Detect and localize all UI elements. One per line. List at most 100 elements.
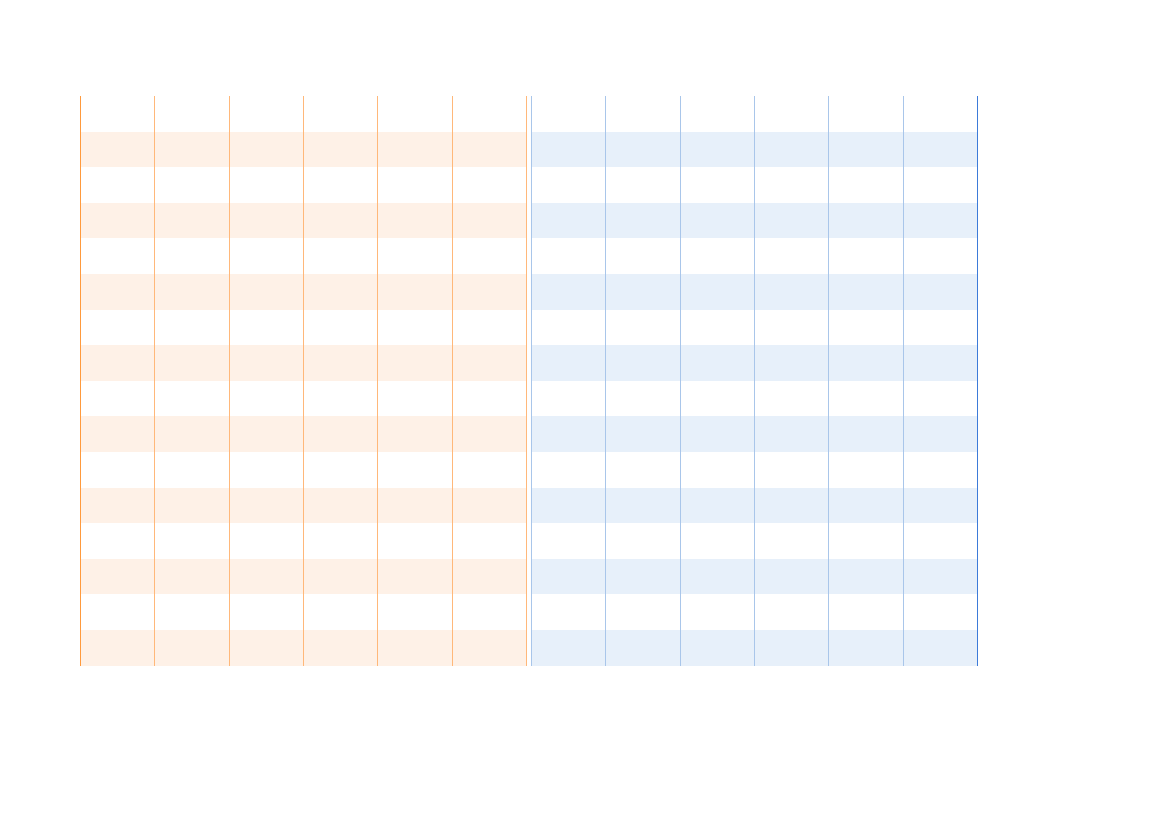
- table-cell[interactable]: [452, 381, 526, 417]
- table-cell[interactable]: [903, 238, 977, 274]
- table-cell[interactable]: [303, 132, 377, 168]
- table-cell[interactable]: [680, 310, 754, 346]
- table-cell[interactable]: [452, 203, 526, 239]
- table-cell[interactable]: [155, 559, 229, 595]
- table-cell[interactable]: [754, 559, 828, 595]
- table-cell[interactable]: [229, 488, 303, 524]
- table-cell[interactable]: [606, 238, 680, 274]
- table-cell[interactable]: [81, 381, 155, 417]
- table-cell[interactable]: [303, 381, 377, 417]
- table-cell[interactable]: [155, 452, 229, 488]
- table-cell[interactable]: [680, 345, 754, 381]
- table-cell[interactable]: [303, 523, 377, 559]
- table-cell[interactable]: [81, 452, 155, 488]
- table-cell[interactable]: [81, 594, 155, 630]
- table-cell[interactable]: [903, 452, 977, 488]
- table-cell[interactable]: [829, 594, 903, 630]
- table-cell[interactable]: [229, 203, 303, 239]
- table-cell[interactable]: [754, 594, 828, 630]
- table-cell[interactable]: [378, 238, 452, 274]
- table-cell[interactable]: [81, 630, 155, 666]
- table-cell[interactable]: [680, 488, 754, 524]
- table-cell[interactable]: [155, 488, 229, 524]
- table-cell[interactable]: [229, 559, 303, 595]
- table-cell[interactable]: [531, 559, 605, 595]
- table-cell[interactable]: [531, 96, 605, 132]
- table-cell[interactable]: [303, 96, 377, 132]
- table-cell[interactable]: [531, 452, 605, 488]
- table-cell[interactable]: [452, 310, 526, 346]
- table-cell[interactable]: [303, 310, 377, 346]
- table-cell[interactable]: [531, 310, 605, 346]
- table-cell[interactable]: [378, 345, 452, 381]
- table-cell[interactable]: [680, 96, 754, 132]
- table-cell[interactable]: [155, 167, 229, 203]
- table-cell[interactable]: [606, 345, 680, 381]
- table-cell[interactable]: [229, 132, 303, 168]
- table-cell[interactable]: [155, 416, 229, 452]
- table-cell[interactable]: [378, 203, 452, 239]
- table-cell[interactable]: [303, 488, 377, 524]
- table-cell[interactable]: [754, 274, 828, 310]
- table-cell[interactable]: [829, 167, 903, 203]
- table-cell[interactable]: [754, 96, 828, 132]
- table-cell[interactable]: [452, 238, 526, 274]
- table-cell[interactable]: [680, 523, 754, 559]
- table-cell[interactable]: [829, 310, 903, 346]
- table-cell[interactable]: [303, 416, 377, 452]
- table-cell[interactable]: [829, 630, 903, 666]
- table-cell[interactable]: [531, 132, 605, 168]
- table-cell[interactable]: [903, 345, 977, 381]
- table-cell[interactable]: [452, 630, 526, 666]
- table-cell[interactable]: [829, 132, 903, 168]
- table-cell[interactable]: [606, 488, 680, 524]
- table-cell[interactable]: [81, 416, 155, 452]
- table-cell[interactable]: [531, 630, 605, 666]
- table-cell[interactable]: [531, 381, 605, 417]
- table-cell[interactable]: [903, 274, 977, 310]
- table-cell[interactable]: [606, 559, 680, 595]
- table-cell[interactable]: [303, 345, 377, 381]
- table-cell[interactable]: [452, 167, 526, 203]
- table-cell[interactable]: [606, 203, 680, 239]
- table-cell[interactable]: [754, 523, 828, 559]
- table-cell[interactable]: [531, 345, 605, 381]
- table-cell[interactable]: [229, 594, 303, 630]
- table-cell[interactable]: [378, 452, 452, 488]
- table-cell[interactable]: [680, 416, 754, 452]
- table-cell[interactable]: [829, 559, 903, 595]
- table-cell[interactable]: [680, 559, 754, 595]
- table-cell[interactable]: [829, 203, 903, 239]
- table-cell[interactable]: [903, 594, 977, 630]
- table-cell[interactable]: [754, 345, 828, 381]
- table-cell[interactable]: [452, 523, 526, 559]
- table-cell[interactable]: [903, 310, 977, 346]
- table-cell[interactable]: [378, 416, 452, 452]
- table-cell[interactable]: [155, 630, 229, 666]
- table-cell[interactable]: [829, 274, 903, 310]
- table-cell[interactable]: [229, 345, 303, 381]
- table-cell[interactable]: [903, 488, 977, 524]
- table-cell[interactable]: [829, 416, 903, 452]
- table-cell[interactable]: [155, 594, 229, 630]
- table-cell[interactable]: [903, 96, 977, 132]
- table-cell[interactable]: [754, 381, 828, 417]
- table-cell[interactable]: [754, 203, 828, 239]
- table-cell[interactable]: [829, 238, 903, 274]
- table-cell[interactable]: [531, 167, 605, 203]
- table-cell[interactable]: [903, 523, 977, 559]
- table-cell[interactable]: [155, 381, 229, 417]
- table-cell[interactable]: [903, 381, 977, 417]
- table-cell[interactable]: [303, 167, 377, 203]
- table-cell[interactable]: [606, 132, 680, 168]
- table-cell[interactable]: [531, 274, 605, 310]
- table-cell[interactable]: [303, 238, 377, 274]
- table-cell[interactable]: [81, 274, 155, 310]
- table-cell[interactable]: [229, 416, 303, 452]
- table-cell[interactable]: [378, 96, 452, 132]
- table-cell[interactable]: [754, 416, 828, 452]
- table-cell[interactable]: [680, 274, 754, 310]
- table-cell[interactable]: [229, 310, 303, 346]
- table-cell[interactable]: [829, 345, 903, 381]
- table-cell[interactable]: [606, 594, 680, 630]
